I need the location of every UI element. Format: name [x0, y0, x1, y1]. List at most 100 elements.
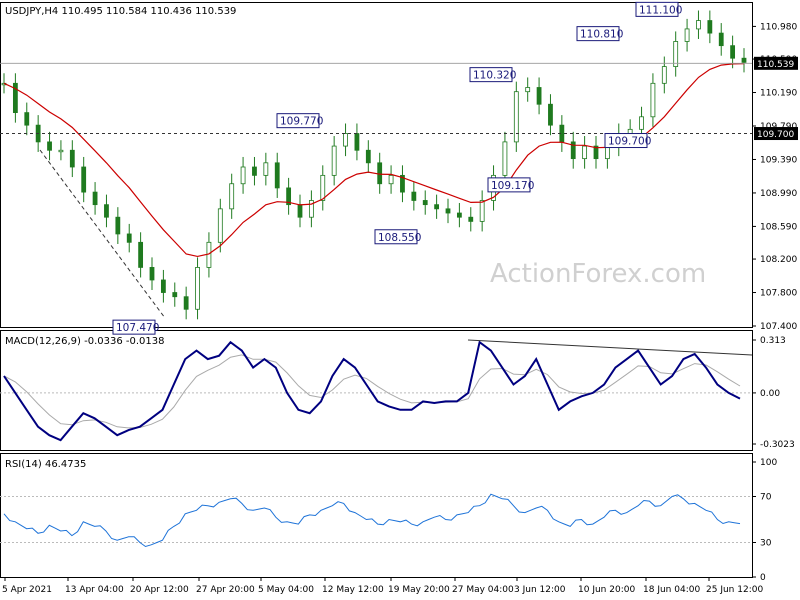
- price-y-tick-label: 110.190: [760, 89, 797, 99]
- macd-panel-title: MACD(12,26,9) -0.0336 -0.0138: [5, 336, 165, 347]
- candle-body: [172, 292, 178, 298]
- rsi-y-tick-label: 0: [760, 573, 766, 583]
- candle-body: [104, 204, 109, 218]
- rsi-panel-frame: [0, 453, 753, 578]
- candle-body: [718, 32, 724, 47]
- candle-body: [320, 174, 326, 201]
- candle-body: [661, 66, 667, 84]
- candle-body: [548, 103, 553, 126]
- price-annotation-box: [604, 133, 648, 149]
- x-tick-label: 10 Jun 20:00: [578, 585, 635, 595]
- current-price-badge: 110.539: [754, 56, 798, 70]
- price-y-tick-label: 108.990: [760, 189, 797, 199]
- candle-body: [696, 20, 701, 30]
- candle-body: [81, 166, 87, 193]
- price-y-tick-label: 107.400: [760, 322, 797, 332]
- rsi-y-axis: 100 70 30 0: [752, 458, 777, 583]
- x-tick-label: 5 May 04:00: [258, 585, 314, 595]
- candle-body: [92, 191, 98, 206]
- price-y-tick-label: 108.590: [760, 222, 797, 232]
- candle-body: [354, 133, 360, 151]
- candle-body: [513, 91, 519, 143]
- price-annotation-label: 110.810: [580, 29, 623, 41]
- candle-body: [115, 216, 121, 235]
- candle-body: [593, 145, 599, 160]
- candle-body: [502, 141, 508, 176]
- candle-body: [377, 162, 383, 185]
- price-annotation-label: 111.100: [639, 4, 682, 16]
- candle-body: [126, 233, 132, 243]
- candle-body: [707, 20, 713, 34]
- rsi-y-tick-label: 70: [760, 493, 772, 503]
- candle-body: [308, 200, 314, 218]
- x-tick-label: 13 Apr 04:00: [65, 585, 124, 595]
- price-y-tick-label: 109.790: [760, 122, 797, 132]
- x-tick-label: 19 May 20:00: [388, 585, 450, 595]
- price-y-tick-label: 110.980: [760, 22, 797, 32]
- candle-body: [240, 166, 246, 185]
- macd-divergence-line: [467, 339, 753, 356]
- candle-body: [343, 133, 348, 147]
- price-annotation-box: [487, 177, 531, 193]
- x-tick-label: 20 Apr 12:00: [130, 585, 189, 595]
- x-tick-label: 12 May 12:00: [322, 585, 384, 595]
- candle-body: [58, 149, 64, 153]
- price-annotation-label: 110.320: [473, 70, 516, 82]
- candle-body: [411, 191, 417, 201]
- candle-body: [741, 57, 747, 63]
- candle-body: [456, 212, 462, 218]
- price-annotation-label: 109.770: [280, 116, 323, 128]
- price-annotations: 107.470 109.770 108.550 110.320 109.170 110.8…: [112, 1, 682, 335]
- candle-body: [582, 145, 588, 160]
- x-tick-label: 5 Apr 2021: [2, 585, 52, 595]
- candle-body: [479, 200, 485, 222]
- price-panel-title: USDJPY,H4 110.495 110.584 110.436 110.53…: [5, 6, 236, 17]
- candle-body: [525, 87, 531, 93]
- price-annotation-label: 109.170: [491, 180, 534, 192]
- svg-text:110.539: 110.539: [757, 60, 794, 70]
- price-annotation-label: 109.700: [608, 136, 651, 148]
- x-tick-label: 27 May 04:00: [452, 585, 514, 595]
- price-annotation-box: [112, 319, 156, 335]
- candle-body: [673, 41, 679, 67]
- candle-body: [183, 296, 189, 310]
- rsi-y-tick-label: 100: [760, 458, 777, 468]
- x-tick-label: 18 Jun 04:00: [643, 585, 700, 595]
- price-annotation-label: 107.470: [116, 322, 159, 334]
- candle-body: [570, 141, 576, 160]
- x-axis: 5 Apr 2021 13 Apr 04:00 20 Apr 12:00 27 Apr…: [2, 577, 763, 595]
- x-tick-label: 25 Jun 12:00: [706, 585, 763, 595]
- candle-body: [422, 200, 428, 206]
- watermark: ActionForex.com: [490, 259, 706, 289]
- macd-y-tick-label: 0.313: [760, 336, 786, 346]
- candle-body: [160, 279, 166, 293]
- price-annotation-label: 108.550: [378, 232, 421, 244]
- candle-body: [730, 45, 736, 59]
- rsi-y-tick-label: 30: [760, 539, 772, 549]
- candle-body: [12, 82, 18, 114]
- price-y-tick-label: 107.800: [760, 289, 797, 299]
- price-annotation-box: [469, 67, 513, 83]
- candle-body: [331, 145, 337, 176]
- price-y-tick-label: 108.200: [760, 255, 797, 265]
- candle-body: [627, 128, 633, 134]
- candle-body: [195, 267, 200, 310]
- x-tick-label: 27 Apr 20:00: [196, 585, 255, 595]
- rsi-line: [3, 493, 741, 548]
- macd-y-tick-label: -0.3023: [760, 440, 795, 450]
- price-annotation-box: [374, 229, 418, 245]
- macd-signal-line: [3, 354, 741, 429]
- candle-body: [138, 241, 144, 268]
- candle-body: [684, 28, 690, 42]
- macd-line: [3, 340, 741, 442]
- candle-body: [650, 82, 656, 118]
- support-price-badge: 109.700: [754, 127, 798, 140]
- candle-body: [434, 204, 440, 210]
- svg-text:109.700: 109.700: [757, 130, 794, 140]
- candle-body: [229, 183, 235, 210]
- candle-body: [263, 162, 269, 176]
- macd-y-tick-label: 0.00: [760, 389, 780, 399]
- price-annotation-box: [276, 113, 320, 129]
- x-tick-label: 3 Jun 12:00: [514, 585, 566, 595]
